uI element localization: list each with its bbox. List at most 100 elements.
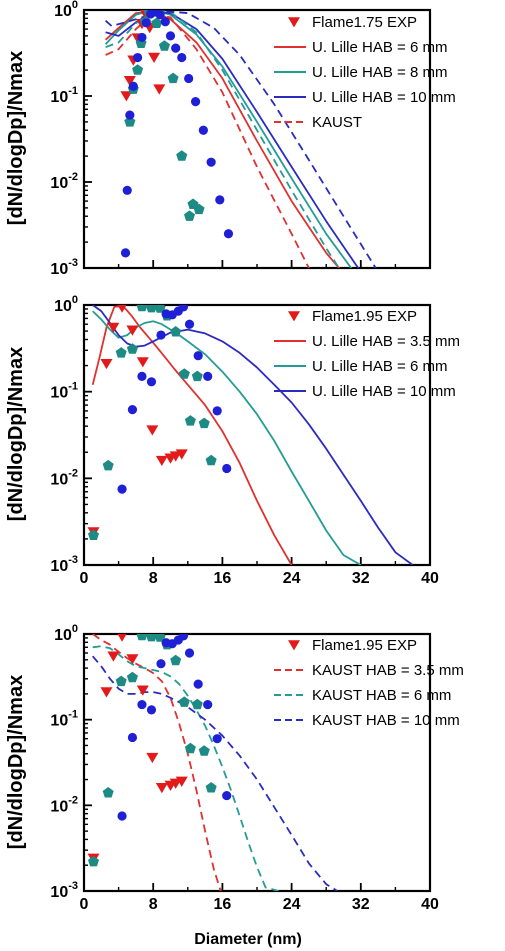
data-point-pentagon <box>126 343 138 354</box>
data-point-pentagon <box>191 370 203 382</box>
legend-label: Flame1.75 EXP <box>312 14 417 31</box>
data-point-pentagon <box>184 415 196 426</box>
data-point-circle <box>212 734 222 744</box>
data-point-circle <box>184 319 195 329</box>
data-point-triangle <box>155 783 168 794</box>
data-point-pentagon <box>170 326 182 337</box>
data-point-pentagon <box>184 210 195 221</box>
data-point-pentagon <box>198 745 210 756</box>
data-point-pentagon <box>191 698 203 710</box>
x-tick-label: 24 <box>283 570 301 587</box>
data-point-triangle <box>123 76 136 87</box>
data-point-circle <box>222 463 232 474</box>
data-point-triangle <box>120 91 133 102</box>
data-point-circle <box>137 699 147 710</box>
data-point-circle <box>190 97 201 107</box>
legend-label: KAUST HAB = 3.5 mm <box>312 662 464 679</box>
x-tick-label: 16 <box>214 570 232 587</box>
chart-panel-1: 100 10-1 10-2 10-3 [dN/dlogDp]/Nmax Flame1.75… <box>5 0 456 278</box>
y-axis-title: [dN/dlogDp]/Nmax <box>5 347 27 521</box>
legend-label: U. Lille HAB = 10 mm <box>312 89 456 106</box>
y-tick-label: 10-2 <box>50 171 78 192</box>
data-point-pentagon <box>184 742 196 754</box>
data-point-triangle <box>136 357 149 368</box>
data-point-circle <box>203 371 213 382</box>
y-tick-label: 100 <box>54 0 78 20</box>
data-point-triangle <box>136 685 149 696</box>
series-line <box>92 310 362 565</box>
x-tick-label: 8 <box>149 570 158 587</box>
data-point-pentagon <box>176 150 188 161</box>
data-point-triangle <box>153 84 166 95</box>
data-point-circle <box>117 811 127 821</box>
data-point-pentagon <box>205 454 217 466</box>
data-point-circle <box>171 43 181 53</box>
chart-panel-2: 100 10-1 10-2 10-30 8 16 24 32 40 [dN/dlogDp]/Nma… <box>5 294 460 587</box>
series-line <box>92 655 338 891</box>
data-point-circle <box>156 659 166 669</box>
y-tick-label: 10-2 <box>50 467 78 488</box>
plot-frame <box>82 8 432 270</box>
data-point-pentagon <box>102 459 114 471</box>
legend-label: Flame1.95 EXP <box>312 308 417 325</box>
legend-label: U. Lille HAB = 3.5 mm <box>312 333 460 350</box>
plot-frame <box>82 632 432 893</box>
data-point-circle <box>155 10 165 20</box>
data-point-pentagon <box>146 305 157 313</box>
series-line <box>92 645 279 891</box>
y-tick-label: 10-3 <box>50 880 78 901</box>
data-point-circle <box>177 52 187 63</box>
y-tick-label: 10-3 <box>50 554 78 575</box>
legend-label: KAUST <box>312 114 362 131</box>
y-axis-title: [dN/dlogDp]/Nmax <box>5 675 27 849</box>
x-tick-label: 0 <box>80 570 89 587</box>
series-line <box>92 305 414 565</box>
data-point-circle <box>215 195 225 205</box>
y-tick-label: 10-1 <box>50 381 78 402</box>
data-point-circle <box>120 248 131 258</box>
data-point-triangle <box>175 449 188 460</box>
data-point-pentagon <box>146 634 157 642</box>
legend: Flame1.75 EXP U. Lille HAB = 6 mm U. Lille… <box>274 14 456 131</box>
data-point-pentagon <box>193 203 205 215</box>
legend-label: Flame1.95 EXP <box>312 637 417 654</box>
y-tick-label: 100 <box>54 623 78 644</box>
data-point-pentagon <box>126 671 138 683</box>
data-point-triangle <box>117 305 127 313</box>
data-point-pentagon <box>198 417 210 429</box>
data-point-triangle <box>100 687 113 698</box>
legend-label: U. Lille HAB = 6 mm <box>312 39 447 56</box>
legend: Flame1.95 EXP KAUST HAB = 3.5 mm KAUST HAB… <box>274 637 464 729</box>
data-point-circle <box>146 377 157 387</box>
data-point-triangle <box>175 776 188 787</box>
data-point-pentagon <box>151 17 163 28</box>
data-point-circle <box>125 110 135 120</box>
series-line <box>92 634 222 891</box>
data-point-circle <box>184 73 194 84</box>
x-tick-label: 32 <box>352 570 370 587</box>
data-point-circle <box>127 405 138 415</box>
data-point-circle <box>222 790 232 801</box>
legend-marker <box>288 17 300 28</box>
data-point-circle <box>117 484 127 494</box>
plot-frame <box>82 303 432 567</box>
data-point-circle <box>206 157 216 167</box>
data-point-pentagon <box>167 72 179 84</box>
data-point-circle <box>137 371 147 382</box>
series-group <box>104 10 377 268</box>
data-point-triangle <box>107 651 120 662</box>
data-point-circle <box>160 17 170 27</box>
data-point-triangle <box>148 52 161 63</box>
data-point-pentagon <box>205 782 217 793</box>
data-point-circle <box>122 185 132 195</box>
data-point-pentagon <box>115 675 127 687</box>
data-point-circle <box>203 699 213 710</box>
data-point-triangle <box>126 654 139 665</box>
legend-label: U. Lille HAB = 10 mm <box>312 383 456 400</box>
data-point-pentagon <box>158 40 170 51</box>
legend: Flame1.95 EXP U. Lille HAB = 3.5 mm U. Lil… <box>274 308 460 400</box>
legend-label: KAUST HAB = 6 mm <box>312 687 451 704</box>
data-point-pentagon <box>102 787 114 798</box>
series-line <box>104 10 341 268</box>
